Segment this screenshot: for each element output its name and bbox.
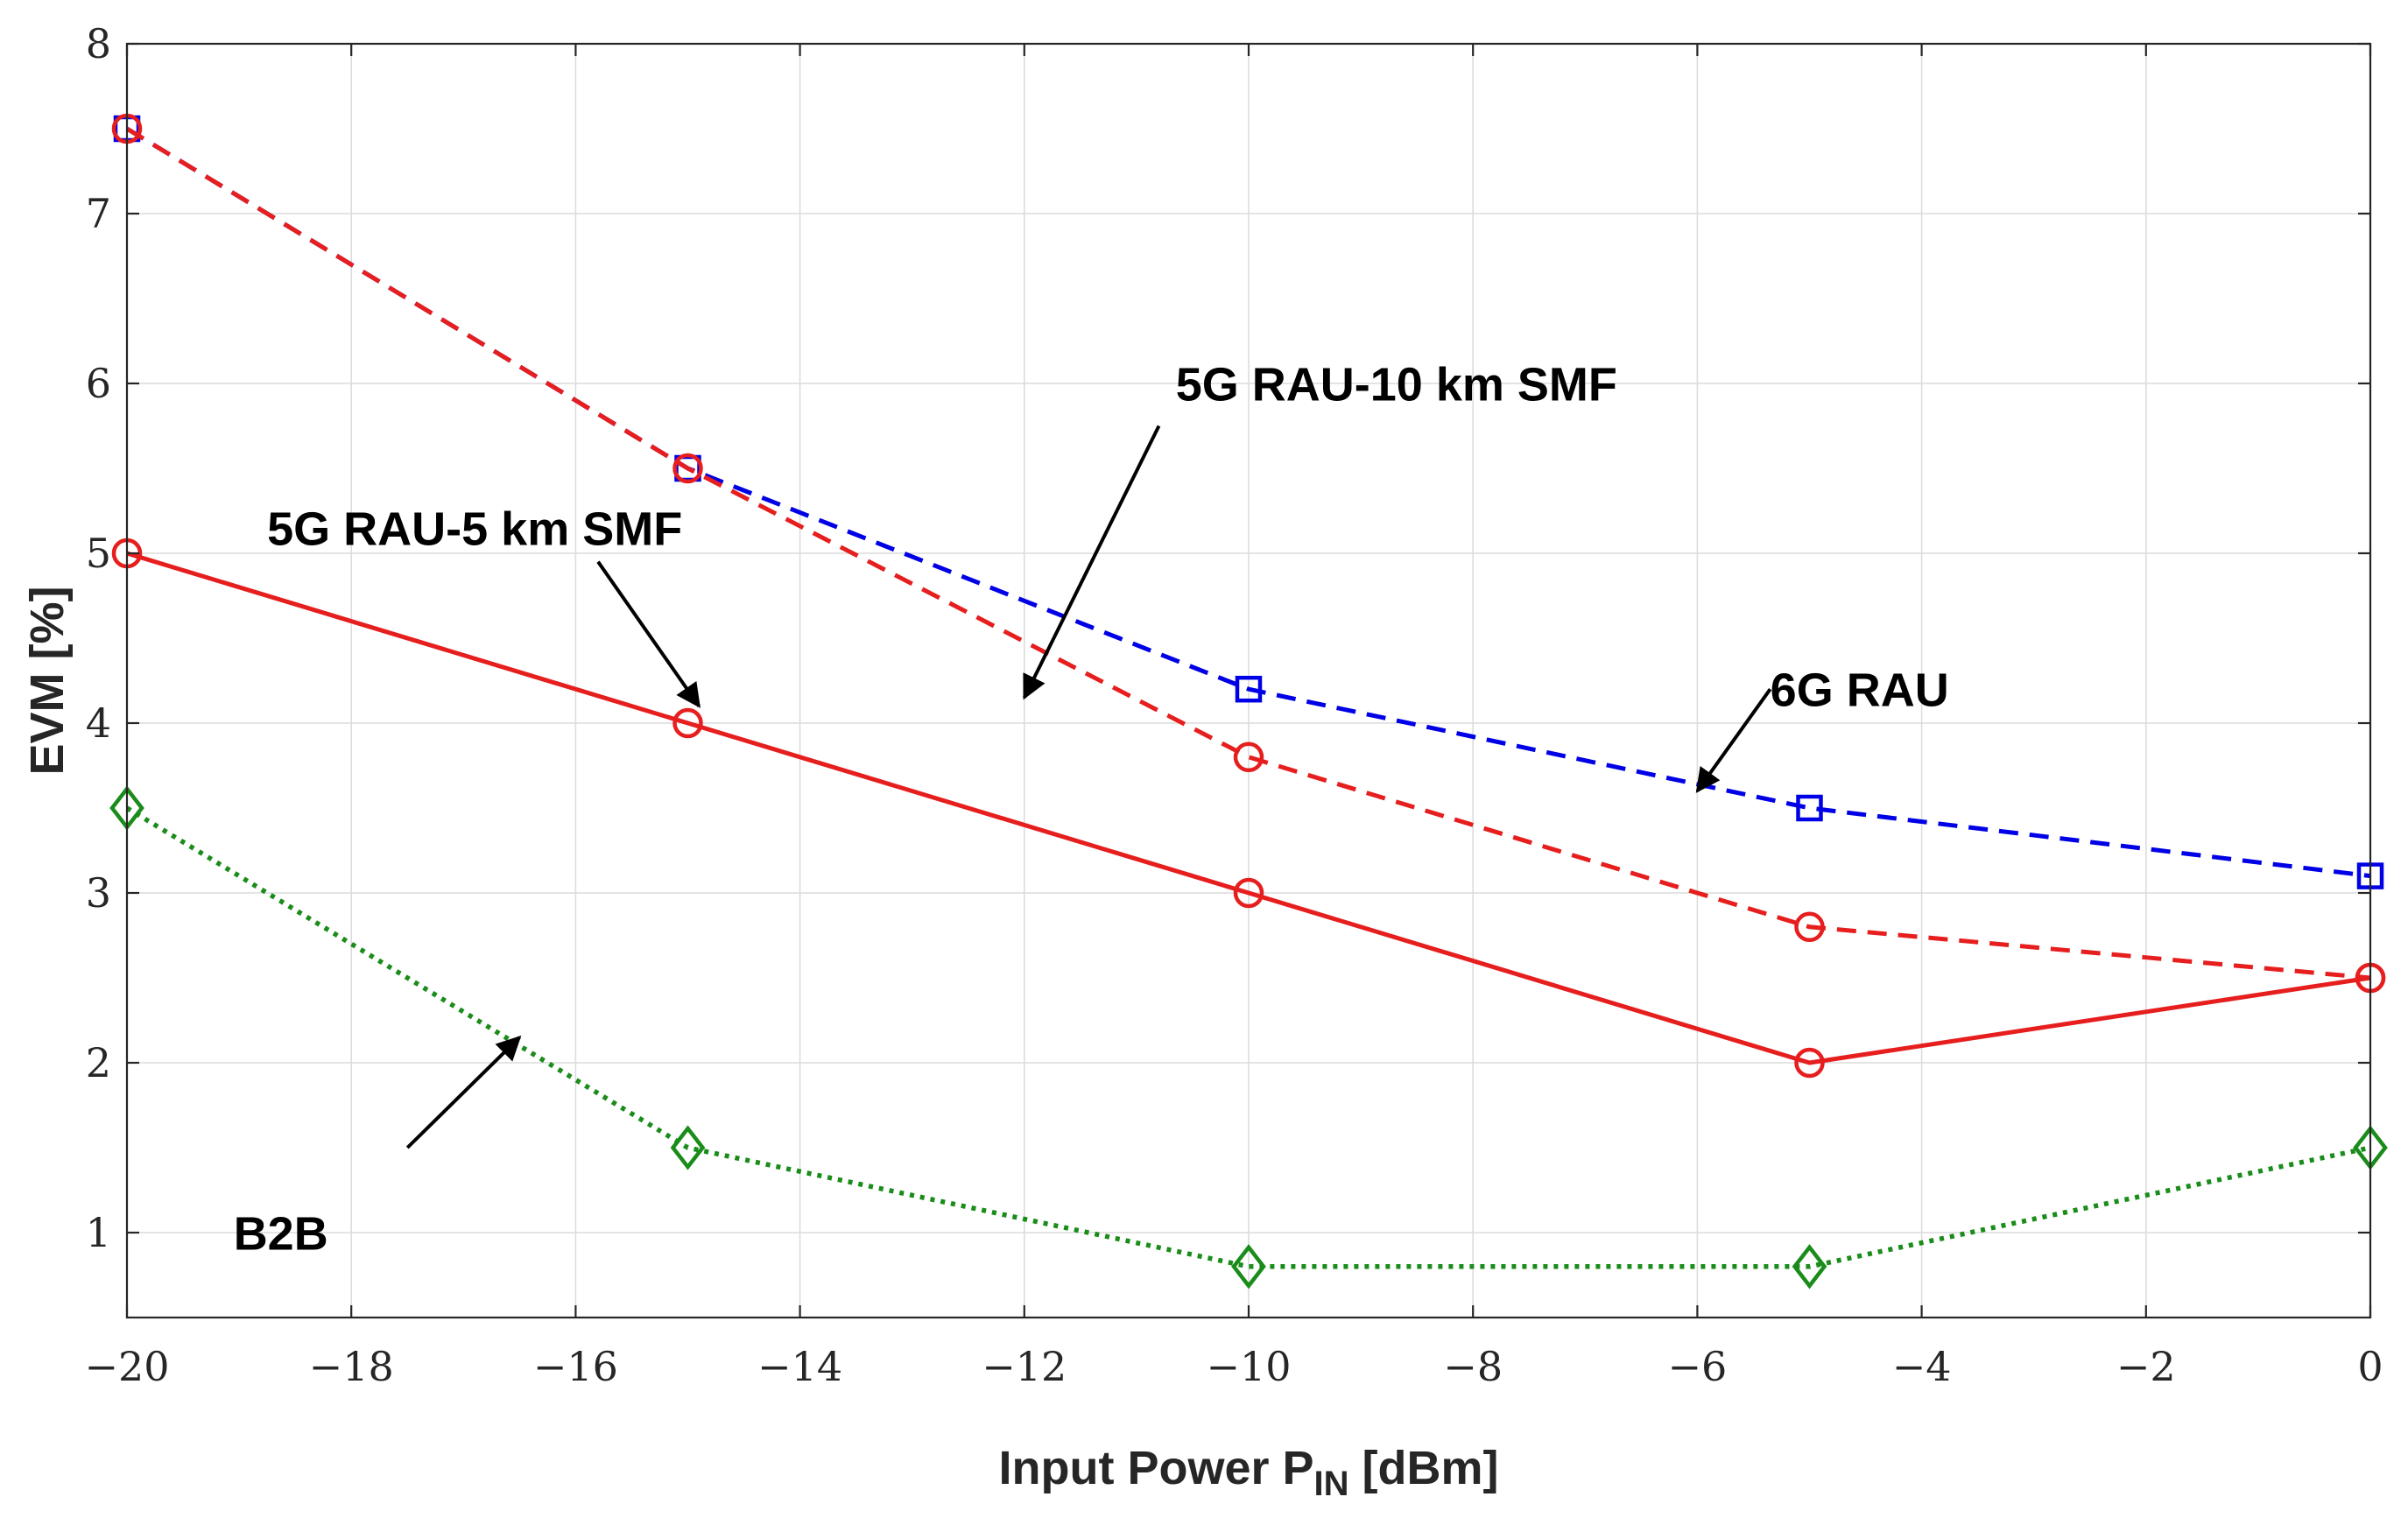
annotation-5g-rau-10-km-smf: 5G RAU-10 km SMF: [1023, 358, 1617, 700]
annotation-label: B2B: [234, 1207, 328, 1260]
annotation-label: 6G RAU: [1771, 664, 1949, 717]
annotation-5g-rau-5-km-smf: 5G RAU-5 km SMF: [267, 502, 701, 708]
data-point-square: [1235, 675, 1263, 703]
data-point-circle: [1794, 911, 1825, 943]
data-point-circle: [672, 453, 703, 484]
data-point-diamond: [670, 1125, 706, 1170]
series-layer: [109, 113, 2388, 1290]
y-tick-label: 1: [86, 1209, 111, 1256]
data-point-circle: [672, 707, 703, 739]
x-tick-label: −4: [1892, 1343, 1952, 1390]
x-tick-label: −12: [982, 1343, 1067, 1390]
x-tick-label: −20: [84, 1343, 169, 1390]
data-point-circle: [1794, 1047, 1825, 1079]
x-tick-labels: −20 −18 −16 −14 −12 −10 −8 −6 −4 −2 0: [84, 1343, 2383, 1390]
x-tick-label: −18: [309, 1343, 394, 1390]
annotation-arrow: [596, 560, 701, 708]
x-tick-label: −2: [2116, 1343, 2176, 1390]
x-axis-title-main: Input Power P: [999, 1442, 1314, 1494]
x-axis-title-unit: [dBm]: [1349, 1442, 1499, 1494]
y-tick-label: 5: [86, 530, 111, 577]
series-line-5g-rau-10-km-smf: [125, 126, 2371, 980]
y-axis-title: EVM [%]: [21, 587, 74, 776]
y-tick-labels: 1 2 3 4 5 6 7 8: [86, 20, 111, 1256]
data-point-square: [1796, 794, 1823, 822]
annotations: 5G RAU-10 km SMF 5G RAU-5 km SMF 6G RAU B2B: [234, 358, 1949, 1260]
data-point-circle: [1233, 877, 1264, 909]
x-tick-label: −6: [1667, 1343, 1727, 1390]
annotation-arrow: [1023, 425, 1161, 700]
annotation-arrow: [405, 1035, 522, 1149]
y-tick-label: 7: [86, 190, 111, 237]
annotation-b2b: B2B: [234, 1035, 522, 1260]
annotation-arrow: [1695, 688, 1772, 793]
x-axis-title: Input Power PIN [dBm]: [999, 1442, 1499, 1503]
y-tick-label: 2: [86, 1039, 111, 1086]
annotation-6g-rau: 6G RAU: [1695, 664, 1949, 793]
x-tick-label: −10: [1206, 1343, 1291, 1390]
x-tick-label: −8: [1443, 1343, 1503, 1390]
series-line-5g-rau-5-km-smf: [126, 551, 2371, 1065]
y-tick-label: 8: [86, 20, 111, 67]
data-point-circle: [1233, 741, 1264, 773]
axis-ticks: [125, 42, 2372, 1318]
y-tick-label: 3: [86, 869, 111, 917]
x-axis-title-subscript: IN: [1314, 1465, 1349, 1503]
data-point-diamond: [1231, 1244, 1266, 1290]
x-tick-label: 0: [2357, 1343, 2383, 1390]
annotation-label: 5G RAU-10 km SMF: [1176, 358, 1617, 411]
annotation-label: 5G RAU-5 km SMF: [267, 502, 682, 555]
y-tick-label: 6: [86, 360, 111, 407]
y-tick-label: 4: [86, 699, 111, 747]
x-tick-label: −14: [757, 1343, 842, 1390]
data-point-diamond: [1792, 1244, 1827, 1290]
x-tick-label: −16: [533, 1343, 618, 1390]
